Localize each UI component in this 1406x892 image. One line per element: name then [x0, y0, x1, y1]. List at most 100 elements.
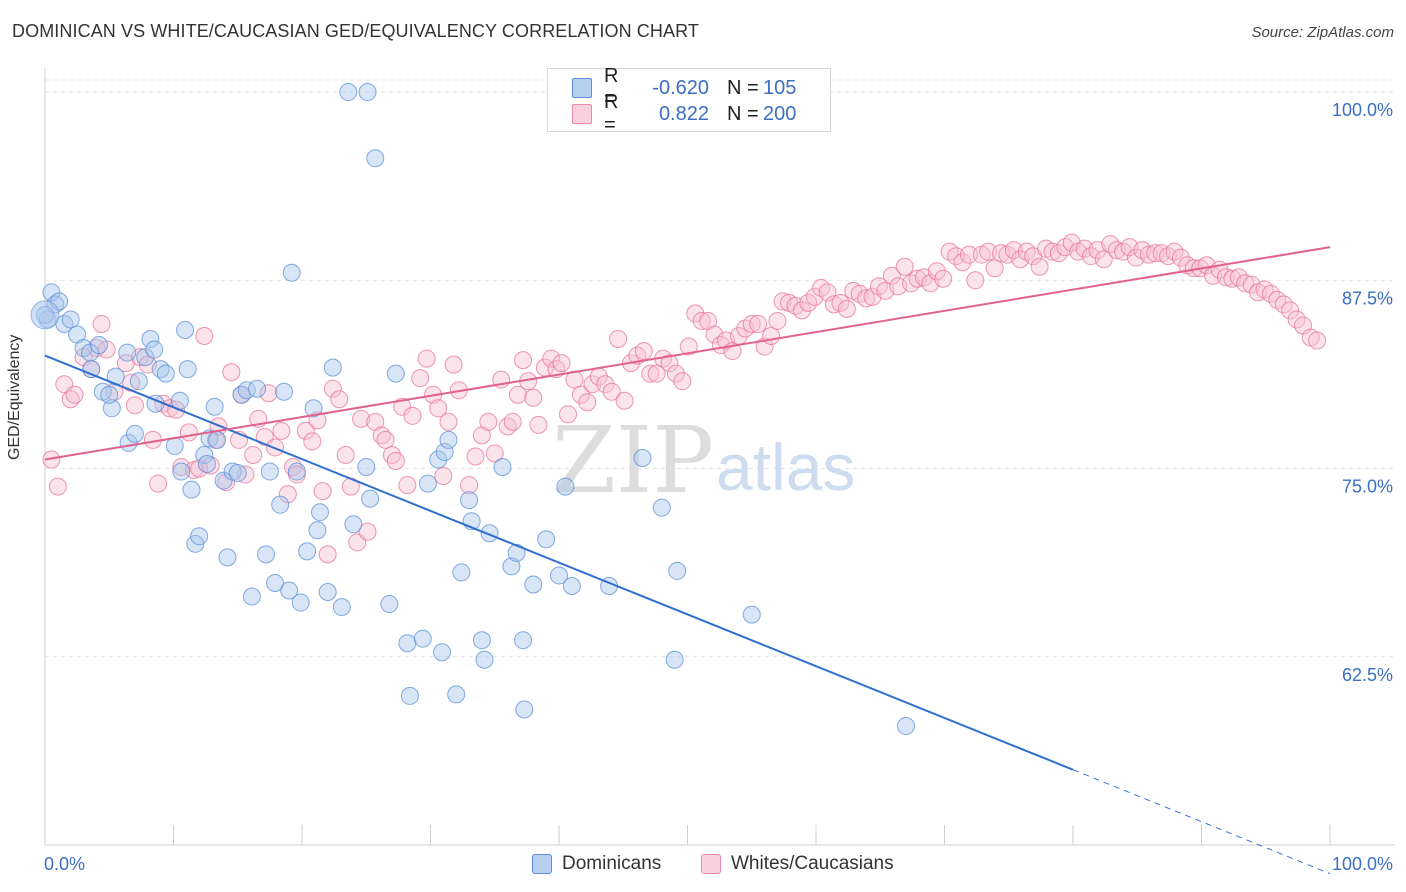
dominican-point [218, 548, 237, 567]
dominican-point [106, 367, 125, 386]
white-point [514, 351, 533, 370]
white-point [386, 451, 405, 470]
white-point [1094, 250, 1113, 269]
dominican-point [433, 643, 452, 662]
dominican-point [742, 605, 761, 624]
legend-n-label: N = [727, 102, 759, 125]
dominican-point [358, 83, 377, 102]
white-point [542, 349, 561, 368]
legend-swatch-whites [572, 104, 592, 124]
white-point [812, 278, 831, 297]
white-point [195, 327, 214, 346]
watermark-zip: ZIP [552, 407, 714, 514]
dominican-point [145, 340, 164, 359]
bottom-legend-swatch-whites [701, 854, 721, 874]
dominican-point [507, 543, 526, 562]
dominican-point [537, 530, 556, 549]
white-point [244, 445, 263, 464]
dominican-point [413, 629, 432, 648]
dominican-point [61, 310, 80, 329]
white-point [934, 269, 953, 288]
dominican-point [129, 372, 148, 391]
white-point [837, 299, 856, 318]
dominican-point [298, 542, 317, 561]
dominican-point [400, 686, 419, 705]
dominican-point [266, 573, 285, 592]
white-point [336, 445, 355, 464]
dominican-point [190, 527, 209, 546]
dominican-point [398, 634, 417, 653]
white-point [927, 262, 946, 281]
dominican-point [332, 598, 351, 617]
dominican-point [418, 474, 437, 493]
white-point [882, 266, 901, 285]
white-point [1281, 301, 1300, 320]
source-label: Source: ZipAtlas.com [1251, 24, 1394, 41]
white-point [895, 257, 914, 276]
dominican-point [136, 348, 155, 367]
white-point [508, 385, 527, 404]
legend-n-value: 105 [763, 76, 797, 99]
white-point [398, 476, 417, 495]
dominican-point [30, 300, 60, 330]
white-point [940, 242, 959, 261]
dominican-point [665, 650, 684, 669]
dominican-point [282, 263, 301, 282]
white-point [149, 474, 168, 493]
dominican-point [502, 557, 521, 576]
dominican-point [118, 343, 137, 362]
white-point [768, 311, 787, 330]
legend-r-label: R = [604, 65, 619, 110]
white-point [259, 384, 278, 403]
white-point [1171, 248, 1190, 267]
white-point [609, 330, 628, 349]
white-point [278, 485, 297, 504]
white-point [869, 277, 888, 296]
dominican-point [366, 149, 385, 168]
dominican-point [380, 595, 399, 614]
dominican-point [100, 385, 119, 404]
dominican-point [304, 399, 323, 418]
white-point [272, 421, 291, 440]
white-point [444, 355, 463, 374]
white-point [596, 375, 615, 394]
white-point [1159, 247, 1178, 266]
dominican-point [475, 650, 494, 669]
white-point [352, 409, 371, 428]
white-point [571, 385, 590, 404]
white-point [1216, 268, 1235, 287]
y-axis-label: GED/Equivalency [6, 334, 23, 460]
white-point [578, 393, 597, 412]
white-point [403, 406, 422, 425]
white-point [628, 346, 647, 365]
dominican-point [668, 561, 687, 580]
dominican-point [514, 631, 533, 650]
white-point [303, 432, 322, 451]
dominican-point [493, 458, 512, 477]
white-point [48, 477, 67, 496]
white-point [979, 242, 998, 261]
white-trend-line [44, 246, 1331, 461]
dominican-point [208, 430, 227, 449]
dominican-point [339, 83, 358, 102]
dominican-point [89, 336, 108, 355]
dominican-point [562, 576, 581, 595]
white-point [857, 289, 876, 308]
white-point [222, 363, 241, 382]
white-point [92, 314, 111, 333]
bottom-legend-label-whites: Whites/Caucasians [731, 853, 894, 874]
white-point [485, 444, 504, 463]
white-point [1236, 274, 1255, 293]
white-point [1017, 242, 1036, 261]
dominican-point [429, 450, 448, 469]
dominican-point [214, 471, 233, 490]
white-point [583, 375, 602, 394]
dominican-point [556, 477, 575, 496]
dominican-point [74, 339, 93, 358]
white-point [666, 364, 685, 383]
bottom-legend-label-dominicans: Dominicans [562, 853, 662, 874]
white-point [634, 342, 653, 361]
white-point [524, 388, 543, 407]
white-point [460, 476, 479, 495]
